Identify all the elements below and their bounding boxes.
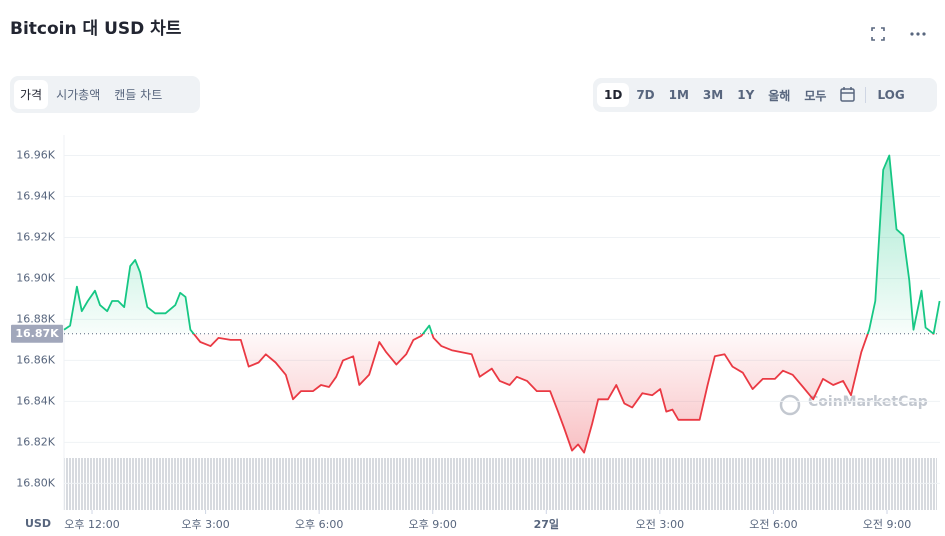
y-tick-label: 16.90K — [16, 271, 55, 284]
y-tick-label: 16.94K — [16, 189, 55, 202]
x-tick-label: 오후 12:00 — [64, 518, 119, 531]
watermark: CoinMarketCap — [808, 394, 928, 410]
y-tick-label: 16.96K — [16, 148, 55, 161]
range-button[interactable]: 올해 — [768, 88, 791, 103]
range-group: 1D 7D 1M 3M 1Y 올해 모두 LOG — [593, 78, 937, 112]
log-button[interactable]: LOG — [877, 88, 905, 102]
baseline-label-box — [11, 324, 63, 343]
range-button[interactable]: 1M — [668, 88, 689, 102]
more-icon[interactable] — [910, 32, 926, 36]
x-tick-label: 오전 9:00 — [863, 518, 911, 531]
watermark-logo — [779, 394, 801, 416]
volume-band — [64, 458, 937, 510]
y-tick-label: 16.88K — [16, 312, 55, 325]
x-tick-label: 오전 6:00 — [749, 518, 797, 531]
x-tick-label: 오후 6:00 — [295, 518, 343, 531]
x-tick-label: 오전 3:00 — [636, 518, 684, 531]
divider — [865, 87, 867, 103]
range-button[interactable]: 모두 — [804, 88, 827, 103]
range-button[interactable]: 3M — [702, 88, 724, 102]
tab[interactable]: 시가총액 — [56, 88, 101, 102]
range-button[interactable]: 1Y — [737, 88, 755, 102]
y-unit-label: USD — [25, 517, 51, 530]
chart-title: Bitcoin 대 USD 차트 — [10, 19, 182, 39]
baseline-label: 16.87K — [15, 327, 59, 340]
y-tick-label: 16.92K — [16, 230, 55, 243]
calendar-icon[interactable] — [833, 85, 861, 105]
range-button[interactable]: 1D — [597, 83, 630, 107]
header-icons — [871, 27, 926, 41]
tab[interactable]: 캔들 차트 — [114, 88, 163, 102]
y-tick-label: 16.80K — [16, 476, 55, 489]
x-tick-label: 오후 9:00 — [408, 518, 456, 531]
y-tick-label: 16.84K — [16, 394, 55, 407]
x-tick-label: 27일 — [534, 517, 559, 531]
y-tick-label: 16.82K — [16, 435, 55, 448]
range-button[interactable]: 7D — [636, 88, 655, 102]
price-line — [63, 154, 941, 454]
y-tick-label: 16.86K — [16, 353, 55, 366]
fullscreen-icon[interactable] — [871, 27, 885, 41]
x-tick-label: 오후 3:00 — [181, 518, 229, 531]
tab-group: 가격 시가총액 캔들 차트 — [10, 76, 200, 113]
tab[interactable]: 가격 — [14, 80, 49, 109]
